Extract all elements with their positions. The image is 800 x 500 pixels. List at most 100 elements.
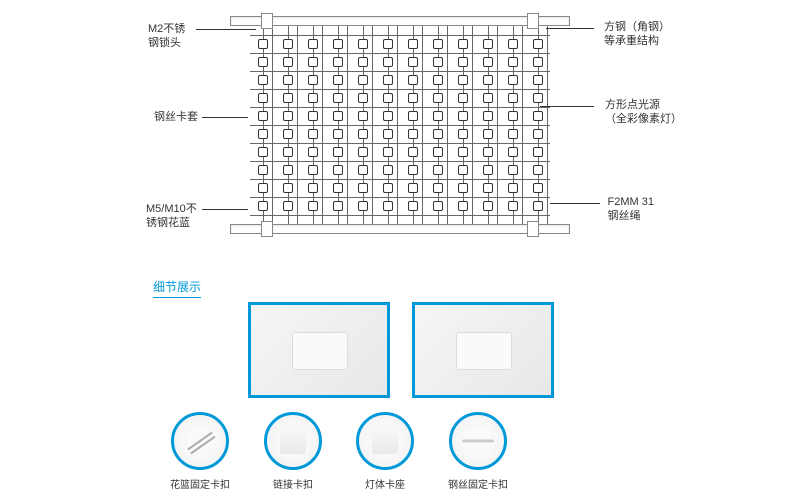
led-node (350, 161, 375, 179)
led-node (250, 107, 275, 125)
led-node (300, 161, 325, 179)
component-icons: 花篮固定卡扣 链接卡扣 灯体卡座钢丝固定卡扣 (170, 412, 508, 491)
led-node (475, 125, 500, 143)
component-icon: 钢丝固定卡扣 (448, 412, 508, 491)
led-node (525, 89, 550, 107)
detail-photos (248, 302, 554, 398)
led-node (300, 197, 325, 215)
led-node (275, 161, 300, 179)
main-schematic: M2不锈钢锁头 方钢（角钢）等承重结构 钢丝卡套 方形点光源（全彩像素灯） M5… (210, 10, 590, 240)
led-node (475, 197, 500, 215)
led-node (300, 71, 325, 89)
led-node (450, 197, 475, 215)
led-node (375, 71, 400, 89)
led-node (525, 53, 550, 71)
led-node (350, 125, 375, 143)
led-node (325, 89, 350, 107)
led-node (400, 161, 425, 179)
led-node (475, 179, 500, 197)
component-icon: 灯体卡座 (356, 412, 414, 491)
led-node (325, 125, 350, 143)
label-text: 钢丝卡套 (154, 111, 198, 123)
label-mid-left: 钢丝卡套 (154, 110, 198, 124)
icon-circle (356, 412, 414, 470)
led-node (425, 35, 450, 53)
led-node (325, 143, 350, 161)
icon-label: 链接卡扣 (264, 476, 322, 491)
led-node (500, 107, 525, 125)
icon-circle (449, 412, 507, 470)
led-node (475, 89, 500, 107)
led-node (525, 125, 550, 143)
led-node (250, 35, 275, 53)
led-node (275, 89, 300, 107)
led-node (525, 35, 550, 53)
led-node (325, 107, 350, 125)
led-node (375, 107, 400, 125)
led-node (375, 197, 400, 215)
led-node (325, 35, 350, 53)
led-node (525, 107, 550, 125)
led-node (450, 143, 475, 161)
led-node (500, 179, 525, 197)
led-node (450, 107, 475, 125)
led-node (250, 125, 275, 143)
led-node (275, 53, 300, 71)
led-node (475, 161, 500, 179)
led-node (475, 143, 500, 161)
label-text: M2不锈钢锁头 (148, 23, 185, 49)
led-node (300, 143, 325, 161)
led-node (350, 143, 375, 161)
led-node (350, 89, 375, 107)
led-node (375, 35, 400, 53)
led-node (275, 143, 300, 161)
led-node (350, 107, 375, 125)
led-node (500, 35, 525, 53)
led-node (250, 143, 275, 161)
led-node (250, 89, 275, 107)
led-node (400, 125, 425, 143)
led-node (525, 161, 550, 179)
detail-photo-1 (248, 302, 390, 398)
component-icon: 链接卡扣 (264, 412, 322, 491)
led-node (325, 71, 350, 89)
led-node (350, 53, 375, 71)
led-node (250, 71, 275, 89)
led-node (500, 53, 525, 71)
led-node (425, 143, 450, 161)
led-node (300, 35, 325, 53)
label-text: F2MM 31钢丝绳 (608, 196, 654, 222)
led-node (400, 71, 425, 89)
led-node (325, 161, 350, 179)
label-top-right: 方钢（角钢）等承重结构 (604, 20, 670, 49)
led-node (425, 125, 450, 143)
led-node (525, 179, 550, 197)
led-node (250, 179, 275, 197)
led-node (250, 53, 275, 71)
icon-circle (171, 412, 229, 470)
led-node (375, 143, 400, 161)
led-node (500, 143, 525, 161)
led-node (450, 125, 475, 143)
led-node (375, 125, 400, 143)
led-node (500, 161, 525, 179)
led-node (275, 179, 300, 197)
led-node (300, 53, 325, 71)
label-bot-right: F2MM 31钢丝绳 (608, 195, 654, 224)
label-text: 方形点光源（全彩像素灯） (605, 99, 682, 125)
led-node (400, 53, 425, 71)
led-node (475, 35, 500, 53)
label-text: M5/M10不锈钢花蓝 (146, 203, 197, 229)
led-node (525, 143, 550, 161)
led-node (275, 125, 300, 143)
led-node (400, 143, 425, 161)
label-mid-right: 方形点光源（全彩像素灯） (605, 98, 682, 127)
led-node (450, 71, 475, 89)
led-node (375, 179, 400, 197)
led-node (450, 35, 475, 53)
icon-label: 花篮固定卡扣 (170, 476, 230, 491)
led-node (425, 161, 450, 179)
led-node (525, 197, 550, 215)
led-node (500, 125, 525, 143)
led-node (450, 161, 475, 179)
